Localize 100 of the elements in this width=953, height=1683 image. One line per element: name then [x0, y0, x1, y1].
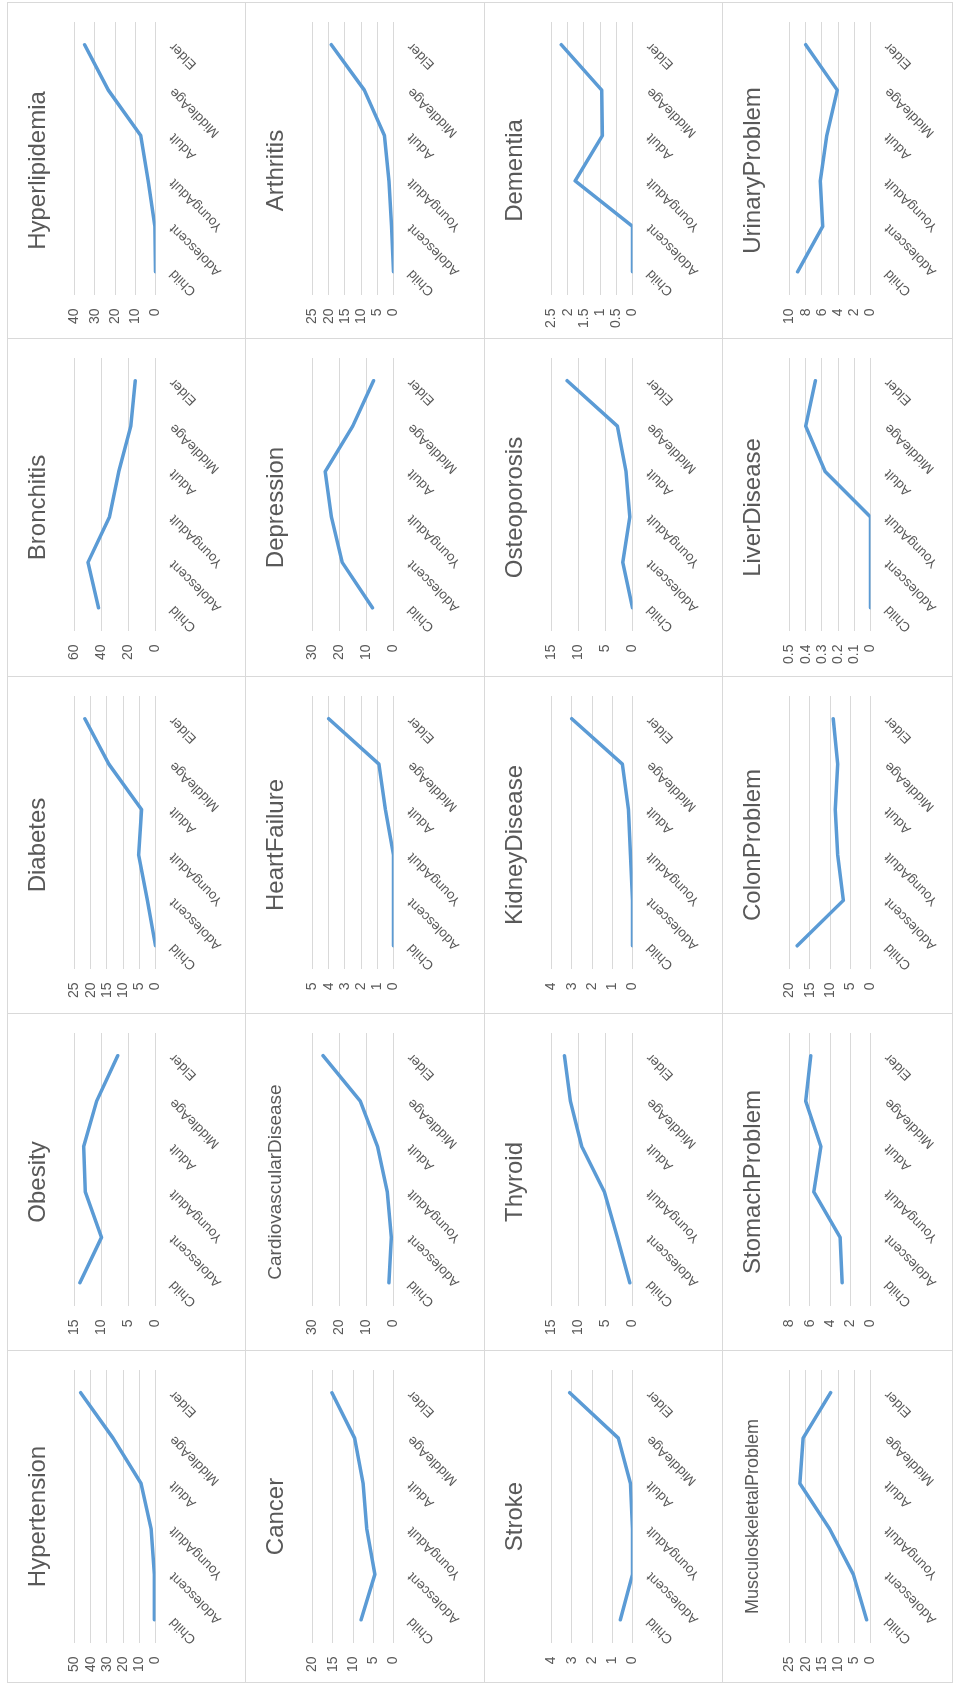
x-tick-label: 20: [119, 644, 136, 661]
text: CardiovascularDisease: [264, 1084, 286, 1280]
x-tick-label: 0: [384, 1656, 401, 1665]
x-tick-label: 0: [861, 1656, 878, 1665]
x-tick-label: 5: [841, 982, 858, 991]
x-tick-label: 10: [357, 644, 374, 661]
x-tick-label: 3: [562, 1656, 579, 1665]
x-tick-label: 0: [623, 982, 640, 991]
x-tick-label: 20: [105, 308, 122, 325]
x-tick-label: 2: [582, 982, 599, 991]
x-tick-label: 2: [582, 1656, 599, 1665]
x-tick-label: 30: [85, 308, 102, 325]
x-tick-label: 3: [562, 982, 579, 991]
x-tick-label: 10: [92, 1319, 109, 1336]
x-tick-label: 0: [384, 1319, 401, 1328]
x-tick-label: 5: [368, 308, 385, 317]
x-tick-label: 2: [841, 1319, 858, 1328]
text: Hyperlipidemia: [22, 90, 50, 250]
x-tick-label: 1: [603, 1656, 620, 1665]
x-tick-label: 20: [303, 1656, 320, 1673]
x-tick-label: 6: [800, 1319, 817, 1328]
x-tick-label: 25: [780, 1656, 797, 1673]
x-tick-label: 20: [780, 982, 797, 999]
x-tick-label: 30: [303, 644, 320, 661]
x-tick-label: 0.1: [845, 644, 862, 664]
x-tick-label: 2: [558, 308, 575, 317]
x-tick-label: 10: [130, 1656, 147, 1673]
x-tick-label: 0: [146, 1656, 163, 1665]
text: Depression: [260, 446, 288, 569]
text: KidneyDisease: [499, 764, 527, 926]
x-tick-label: 10: [780, 308, 797, 325]
x-tick-label: 5: [596, 1319, 613, 1328]
text: UrinaryProblem: [737, 87, 765, 254]
x-tick-label: 10: [343, 1656, 360, 1673]
x-tick-label: 10: [569, 644, 586, 661]
x-tick-label: 4: [319, 982, 336, 991]
x-tick-label: 25: [65, 982, 82, 999]
x-tick-label: 4: [542, 1656, 559, 1665]
x-tick-label: 8: [796, 308, 813, 317]
x-tick-label: 5: [303, 982, 320, 991]
x-tick-label: 15: [812, 1656, 829, 1673]
text: MusculoskeletalProblem: [741, 1418, 762, 1615]
x-tick-label: 25: [303, 308, 320, 325]
x-tick-label: 0: [861, 1319, 878, 1328]
x-tick-label: 0: [384, 644, 401, 653]
x-tick-label: 3: [335, 982, 352, 991]
x-tick-label: 0.3: [812, 644, 829, 664]
x-tick-label: 10: [569, 1319, 586, 1336]
x-tick-label: 30: [303, 1319, 320, 1336]
text: Dementia: [499, 118, 527, 222]
x-tick-label: 0: [861, 308, 878, 317]
text: LiverDisease: [737, 438, 765, 577]
x-tick-label: 0.2: [828, 644, 845, 664]
x-tick-label: 0: [146, 982, 163, 991]
x-tick-label: 15: [323, 1656, 340, 1673]
x-tick-label: 20: [796, 1656, 813, 1673]
x-tick-label: 0: [861, 644, 878, 653]
x-tick-label: 0: [623, 308, 640, 317]
x-tick-label: 0: [146, 644, 163, 653]
x-tick-label: 0: [623, 1656, 640, 1665]
x-tick-label: 20: [330, 1319, 347, 1336]
x-tick-label: 0.5: [607, 308, 624, 328]
x-tick-label: 0: [861, 982, 878, 991]
x-tick-label: 4: [820, 1319, 837, 1328]
x-tick-label: 0.5: [780, 644, 797, 664]
x-tick-label: 8: [780, 1319, 797, 1328]
x-tick-label: 0: [384, 982, 401, 991]
x-tick-label: 10: [828, 1656, 845, 1673]
x-tick-label: 6: [812, 308, 829, 317]
text: Hypertension: [22, 1445, 50, 1588]
x-tick-label: 1: [590, 308, 607, 317]
x-tick-label: 0: [384, 308, 401, 317]
x-tick-label: 30: [97, 1656, 114, 1673]
x-tick-label: 0: [623, 1319, 640, 1328]
x-tick-label: 2.5: [542, 308, 559, 328]
x-tick-label: 40: [65, 308, 82, 325]
text: Obesity: [22, 1141, 50, 1223]
x-tick-label: 50: [65, 1656, 82, 1673]
x-tick-label: 4: [828, 308, 845, 317]
x-tick-label: 5: [845, 1656, 862, 1665]
text: Stroke: [499, 1481, 527, 1552]
x-tick-label: 10: [113, 982, 130, 999]
x-tick-label: 60: [65, 644, 82, 661]
x-tick-label: 15: [97, 982, 114, 999]
text: Bronchitis: [22, 454, 50, 561]
x-tick-label: 40: [81, 1656, 98, 1673]
x-tick-label: 5: [364, 1656, 381, 1665]
x-tick-label: 10: [126, 308, 143, 325]
x-tick-label: 20: [330, 644, 347, 661]
text: Arthritis: [260, 129, 288, 212]
text: ColonProblem: [737, 768, 765, 922]
x-tick-label: 15: [335, 308, 352, 325]
x-tick-label: 15: [65, 1319, 82, 1336]
x-tick-label: 5: [596, 644, 613, 653]
x-tick-label: 10: [820, 982, 837, 999]
text: Thyroid: [499, 1141, 527, 1223]
x-tick-label: 4: [542, 982, 559, 991]
x-tick-label: 5: [130, 982, 147, 991]
text: Diabetes: [22, 797, 50, 893]
x-tick-label: 40: [92, 644, 109, 661]
